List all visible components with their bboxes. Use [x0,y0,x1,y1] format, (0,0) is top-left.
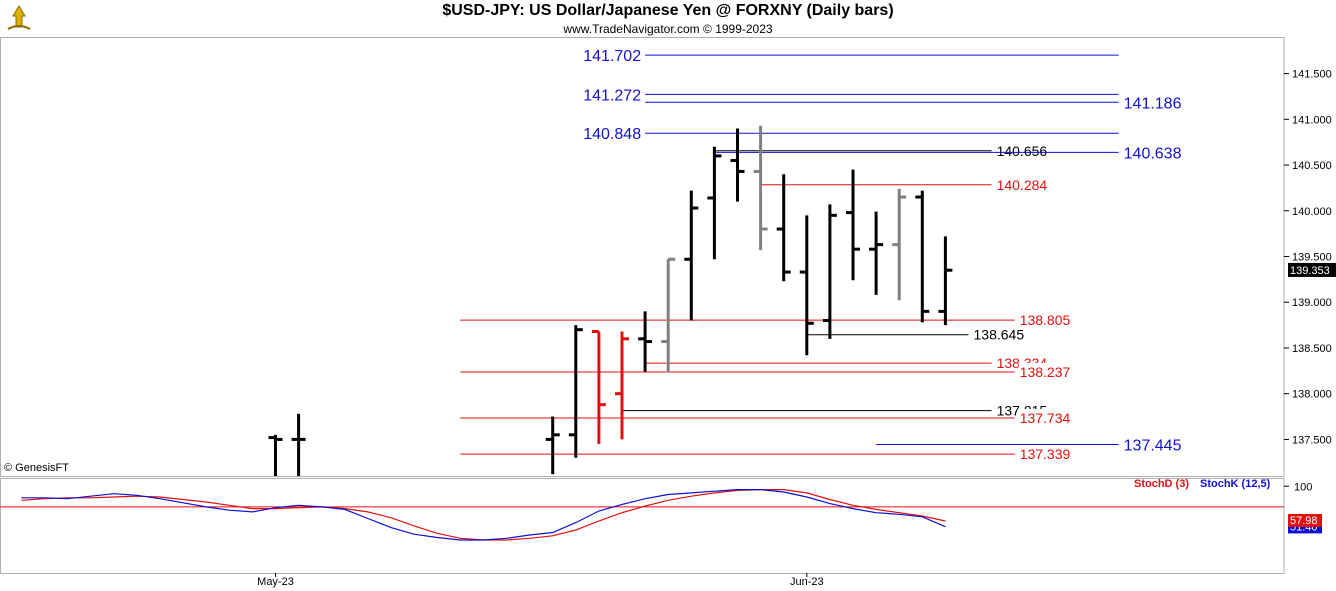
level-label-138.237: 138.237 [1020,364,1071,380]
level-label-140.284: 140.284 [997,177,1048,193]
price-axis-tick-label: 141.000 [1292,114,1332,126]
price-axis-tick-label: 138.500 [1292,343,1332,355]
level-label-137.445: 137.445 [1124,437,1182,454]
stochd-value-box [1288,513,1322,527]
level-label-bg [995,141,1052,158]
last-price-label: 139.353 [1290,265,1330,277]
chart-subtitle: www.TradeNavigator.com © 1999-2023 [563,22,773,36]
level-label-140.848: 140.848 [583,126,641,143]
stoch-panel-frame [0,478,1285,574]
copyright-label: © GenesisFT [4,462,69,474]
trade-navigator-logo-icon [4,3,34,33]
level-label-137.339: 137.339 [1020,446,1071,462]
stoch-axis-tick-label: 100 [1294,481,1312,493]
stoch-series-line-1 [21,489,946,541]
stochd-value-label: 57.98 [1290,515,1318,527]
level-label-141.272: 141.272 [583,87,641,104]
price-axis-tick-label: 139.000 [1292,297,1332,309]
level-label-bg [995,175,1052,192]
price-axis-tick-label: 138.000 [1292,389,1332,401]
legend-stochk: StochK (12,5) [1200,478,1271,490]
price-axis-tick-label: 140.000 [1292,206,1332,218]
level-label-141.186: 141.186 [1124,95,1182,112]
legend-stochd: StochD (3) [1134,478,1189,490]
x-axis-label-Jun-23: Jun-23 [790,576,824,588]
last-price-box [1288,262,1336,277]
level-label-bg [972,325,1029,342]
x-axis-label-May-23: May-23 [257,576,294,588]
price-axis-tick-label: 141.500 [1292,69,1332,81]
price-axis-tick-label: 140.500 [1292,160,1332,172]
level-label-bg [1018,363,1075,380]
level-label-bg [1018,311,1075,328]
level-label-141.702: 141.702 [583,48,641,65]
level-label-137.734: 137.734 [1020,410,1071,426]
level-label-140.656: 140.656 [997,143,1048,159]
price-axis-tick-label: 139.500 [1292,252,1332,264]
level-label-bg [1018,445,1075,462]
level-label-bg [1018,409,1075,426]
price-axis-tick-label: 137.500 [1292,434,1332,446]
level-label-138.805: 138.805 [1020,312,1071,328]
level-label-138.645: 138.645 [974,327,1025,343]
level-label-140.638: 140.638 [1124,145,1182,162]
chart-title: $USD-JPY: US Dollar/Japanese Yen @ FORXN… [442,2,894,19]
